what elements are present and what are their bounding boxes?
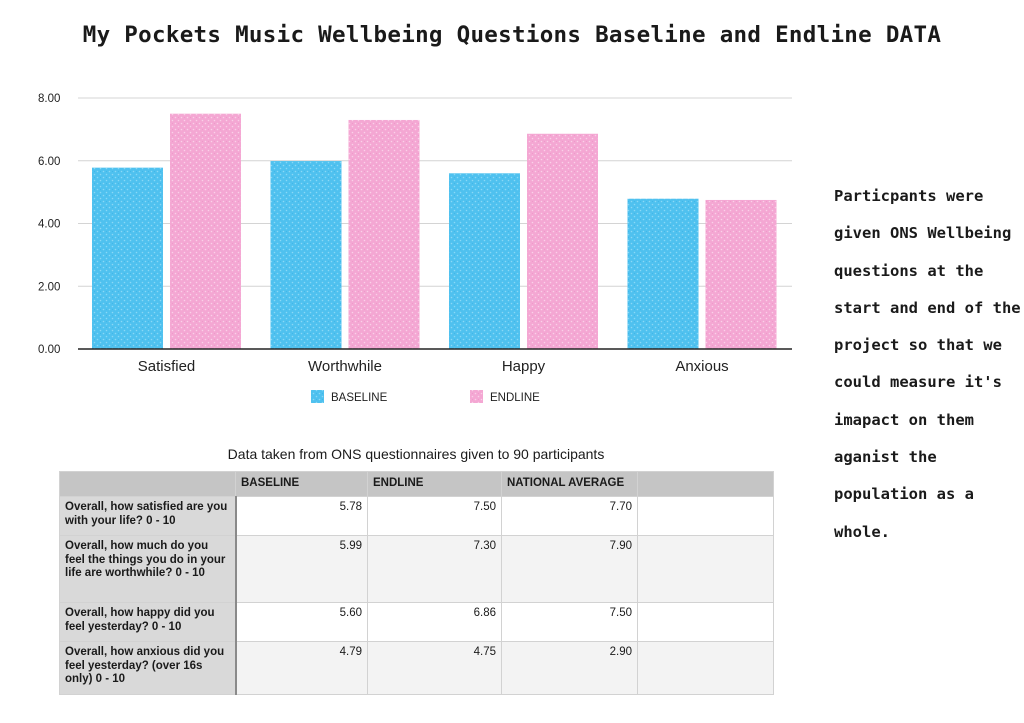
header-corner	[59, 471, 236, 497]
cell-empty	[637, 641, 774, 695]
x-axis-ticks: Satisfied Worthwhile Happy Anxious	[138, 358, 729, 375]
y-tick-label: 6.00	[38, 156, 60, 168]
cell-baseline: 4.79	[235, 641, 368, 695]
cell-endline: 6.86	[367, 602, 502, 642]
table-row: Overall, how much do you feel the things…	[59, 535, 774, 603]
header-endline: ENDLINE	[367, 471, 502, 497]
y-axis-ticks: 0.00 2.00 4.00 6.00 8.00	[38, 93, 60, 356]
table-row: Overall, how anxious did you feel yester…	[59, 641, 774, 695]
bar-baseline-satisfied	[92, 167, 163, 349]
table-caption: Data taken from ONS questionnaires given…	[227, 446, 605, 462]
data-table: BASELINE ENDLINE NATIONAL AVERAGE Overal…	[59, 471, 774, 695]
cell-national-average: 7.50	[501, 602, 638, 642]
bar-endline-worthwhile	[348, 119, 420, 350]
cell-empty	[637, 496, 774, 536]
table-row: Overall, how satisfied are you with your…	[59, 496, 774, 536]
bars	[92, 113, 777, 350]
row-question: Overall, how much do you feel the things…	[59, 535, 237, 603]
legend-label-baseline: BASELINE	[331, 392, 388, 404]
cell-baseline: 5.78	[235, 496, 368, 536]
legend-label-endline: ENDLINE	[490, 392, 540, 404]
x-tick-label: Anxious	[675, 358, 728, 375]
y-tick-label: 8.00	[38, 93, 60, 105]
page-title: My Pockets Music Wellbeing Questions Bas…	[82, 22, 942, 48]
cell-baseline: 5.99	[235, 535, 368, 603]
row-question: Overall, how anxious did you feel yester…	[59, 641, 237, 695]
bar-baseline-anxious	[627, 198, 699, 349]
y-tick-label: 4.00	[38, 219, 60, 231]
x-tick-label: Happy	[502, 358, 546, 375]
y-tick-label: 2.00	[38, 281, 60, 293]
cell-empty	[637, 535, 774, 603]
bar-endline-happy	[527, 133, 598, 349]
side-note: Particpants were given ONS Wellbeing que…	[834, 187, 1021, 541]
legend-swatch-endline	[470, 390, 483, 403]
cell-national-average: 7.90	[501, 535, 638, 603]
table-row: Overall, how happy did you feel yesterda…	[59, 602, 774, 642]
bar-baseline-worthwhile	[270, 161, 342, 349]
bar-endline-satisfied	[170, 113, 241, 349]
header-empty	[637, 471, 774, 497]
cell-empty	[637, 602, 774, 642]
row-question: Overall, how happy did you feel yesterda…	[59, 602, 237, 642]
header-national-average: NATIONAL AVERAGE	[501, 471, 638, 497]
table-header-row: BASELINE ENDLINE NATIONAL AVERAGE	[59, 471, 774, 497]
cell-endline: 7.30	[367, 535, 502, 603]
cell-baseline: 5.60	[235, 602, 368, 642]
bar-baseline-happy	[449, 173, 520, 349]
bar-endline-anxious	[705, 199, 777, 349]
cell-national-average: 7.70	[501, 496, 638, 536]
legend-swatch-baseline	[311, 390, 324, 403]
legend: BASELINE ENDLINE	[311, 390, 540, 404]
y-tick-label: 0.00	[38, 344, 60, 356]
cell-endline: 7.50	[367, 496, 502, 536]
header-baseline: BASELINE	[235, 471, 368, 497]
cell-national-average: 2.90	[501, 641, 638, 695]
x-tick-label: Worthwhile	[308, 358, 382, 375]
bar-chart: 0.00 2.00 4.00 6.00 8.00 Satisfied Worthwhile…	[38, 93, 792, 404]
x-tick-label: Satisfied	[138, 358, 196, 375]
row-question: Overall, how satisfied are you with your…	[59, 496, 237, 536]
cell-endline: 4.75	[367, 641, 502, 695]
